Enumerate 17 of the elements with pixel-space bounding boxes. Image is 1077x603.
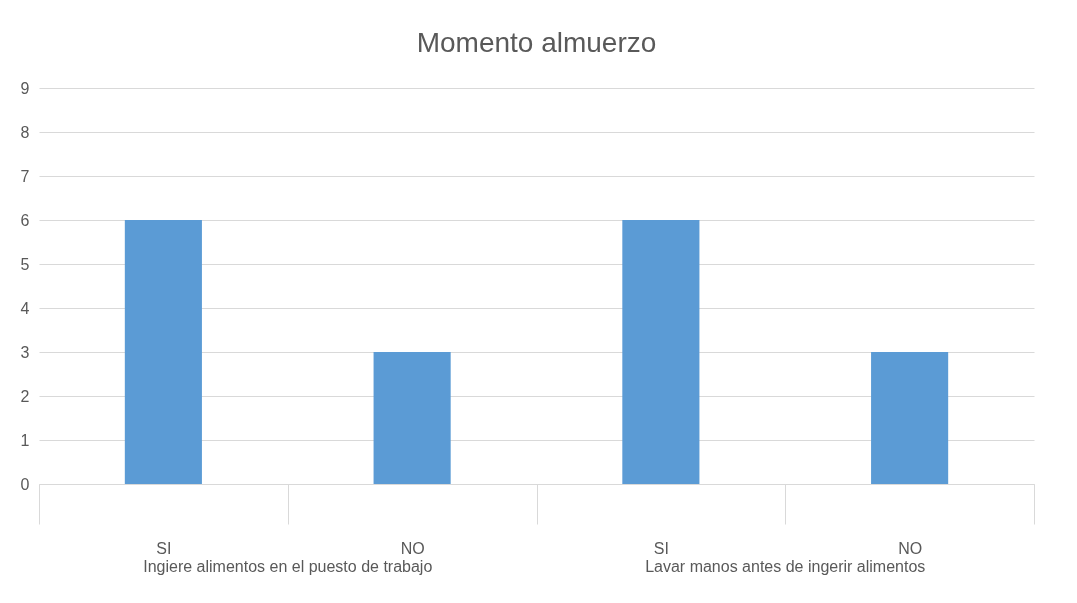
y-tick-label: 2 bbox=[20, 387, 30, 405]
y-tick-label: 9 bbox=[20, 79, 30, 97]
y-tick-label: 6 bbox=[20, 211, 30, 229]
text: Ingiere alimentos en el puesto de trabajo bbox=[143, 558, 433, 575]
chart-title: Momento almuerzo bbox=[416, 27, 657, 58]
y-tick-label: 5 bbox=[20, 255, 30, 273]
x-tick-label: NO bbox=[898, 539, 923, 557]
y-tick-label: 1 bbox=[20, 431, 30, 449]
text: Lavar manos antes de ingerir alimentos bbox=[645, 558, 926, 575]
y-tick-label: 4 bbox=[20, 299, 30, 317]
x-tick-label: SI bbox=[156, 539, 172, 557]
x-tick-label: NO bbox=[400, 539, 425, 557]
y-tick-label: 8 bbox=[20, 123, 30, 141]
y-tick-label: 0 bbox=[20, 475, 30, 493]
y-tick-label: 3 bbox=[20, 343, 30, 361]
y-tick-label: 7 bbox=[20, 167, 30, 185]
x-tick-label: SI bbox=[653, 539, 669, 557]
